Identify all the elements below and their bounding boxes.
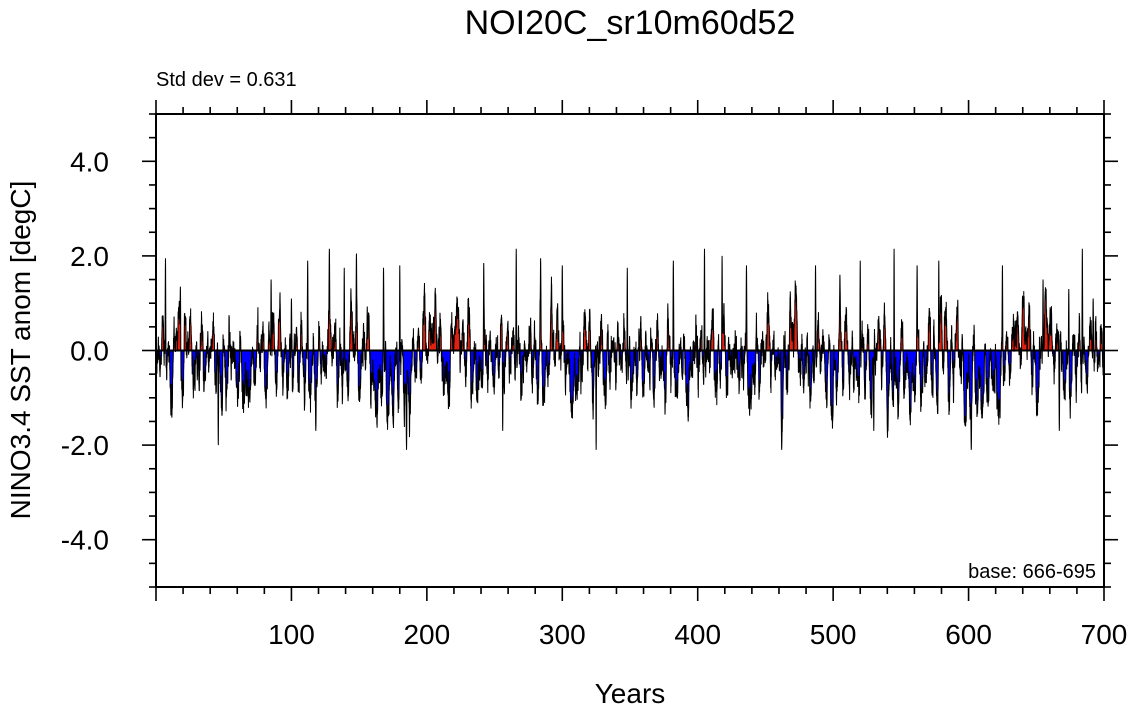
x-tick-label: 100 xyxy=(268,619,315,650)
x-tick-label: 300 xyxy=(539,619,586,650)
plot-frame xyxy=(155,113,1105,588)
x-tick-label: 400 xyxy=(674,619,721,650)
axis-ticks xyxy=(142,100,1118,601)
x-tick-label: 600 xyxy=(945,619,992,650)
y-tick-label: -2.0 xyxy=(61,430,109,461)
x-axis-label: Years xyxy=(595,678,666,709)
y-tick-label: -4.0 xyxy=(61,525,109,556)
y-tick-label: 0.0 xyxy=(70,336,109,367)
base-annotation: base: 666-695 xyxy=(968,561,1096,583)
y-axis-label: NINO3.4 SST anom [degC] xyxy=(5,181,36,520)
negative-anomaly-fill xyxy=(156,350,1104,450)
anomaly-line xyxy=(156,248,1104,450)
x-tick-label: 500 xyxy=(810,619,857,650)
anomaly-series xyxy=(156,248,1104,450)
x-tick-label: 700 xyxy=(1081,619,1128,650)
y-tick-label: 4.0 xyxy=(70,146,109,177)
y-tick-label: 2.0 xyxy=(70,241,109,272)
std-dev-annotation: Std dev = 0.631 xyxy=(156,69,297,91)
chart-title: NOI20C_sr10m60d52 xyxy=(465,4,796,42)
tick-labels: 100 200 300 400 500 600 700 4.0 2.0 0.0 -2.0 -4.0 xyxy=(61,146,1128,650)
x-tick-label: 200 xyxy=(403,619,450,650)
